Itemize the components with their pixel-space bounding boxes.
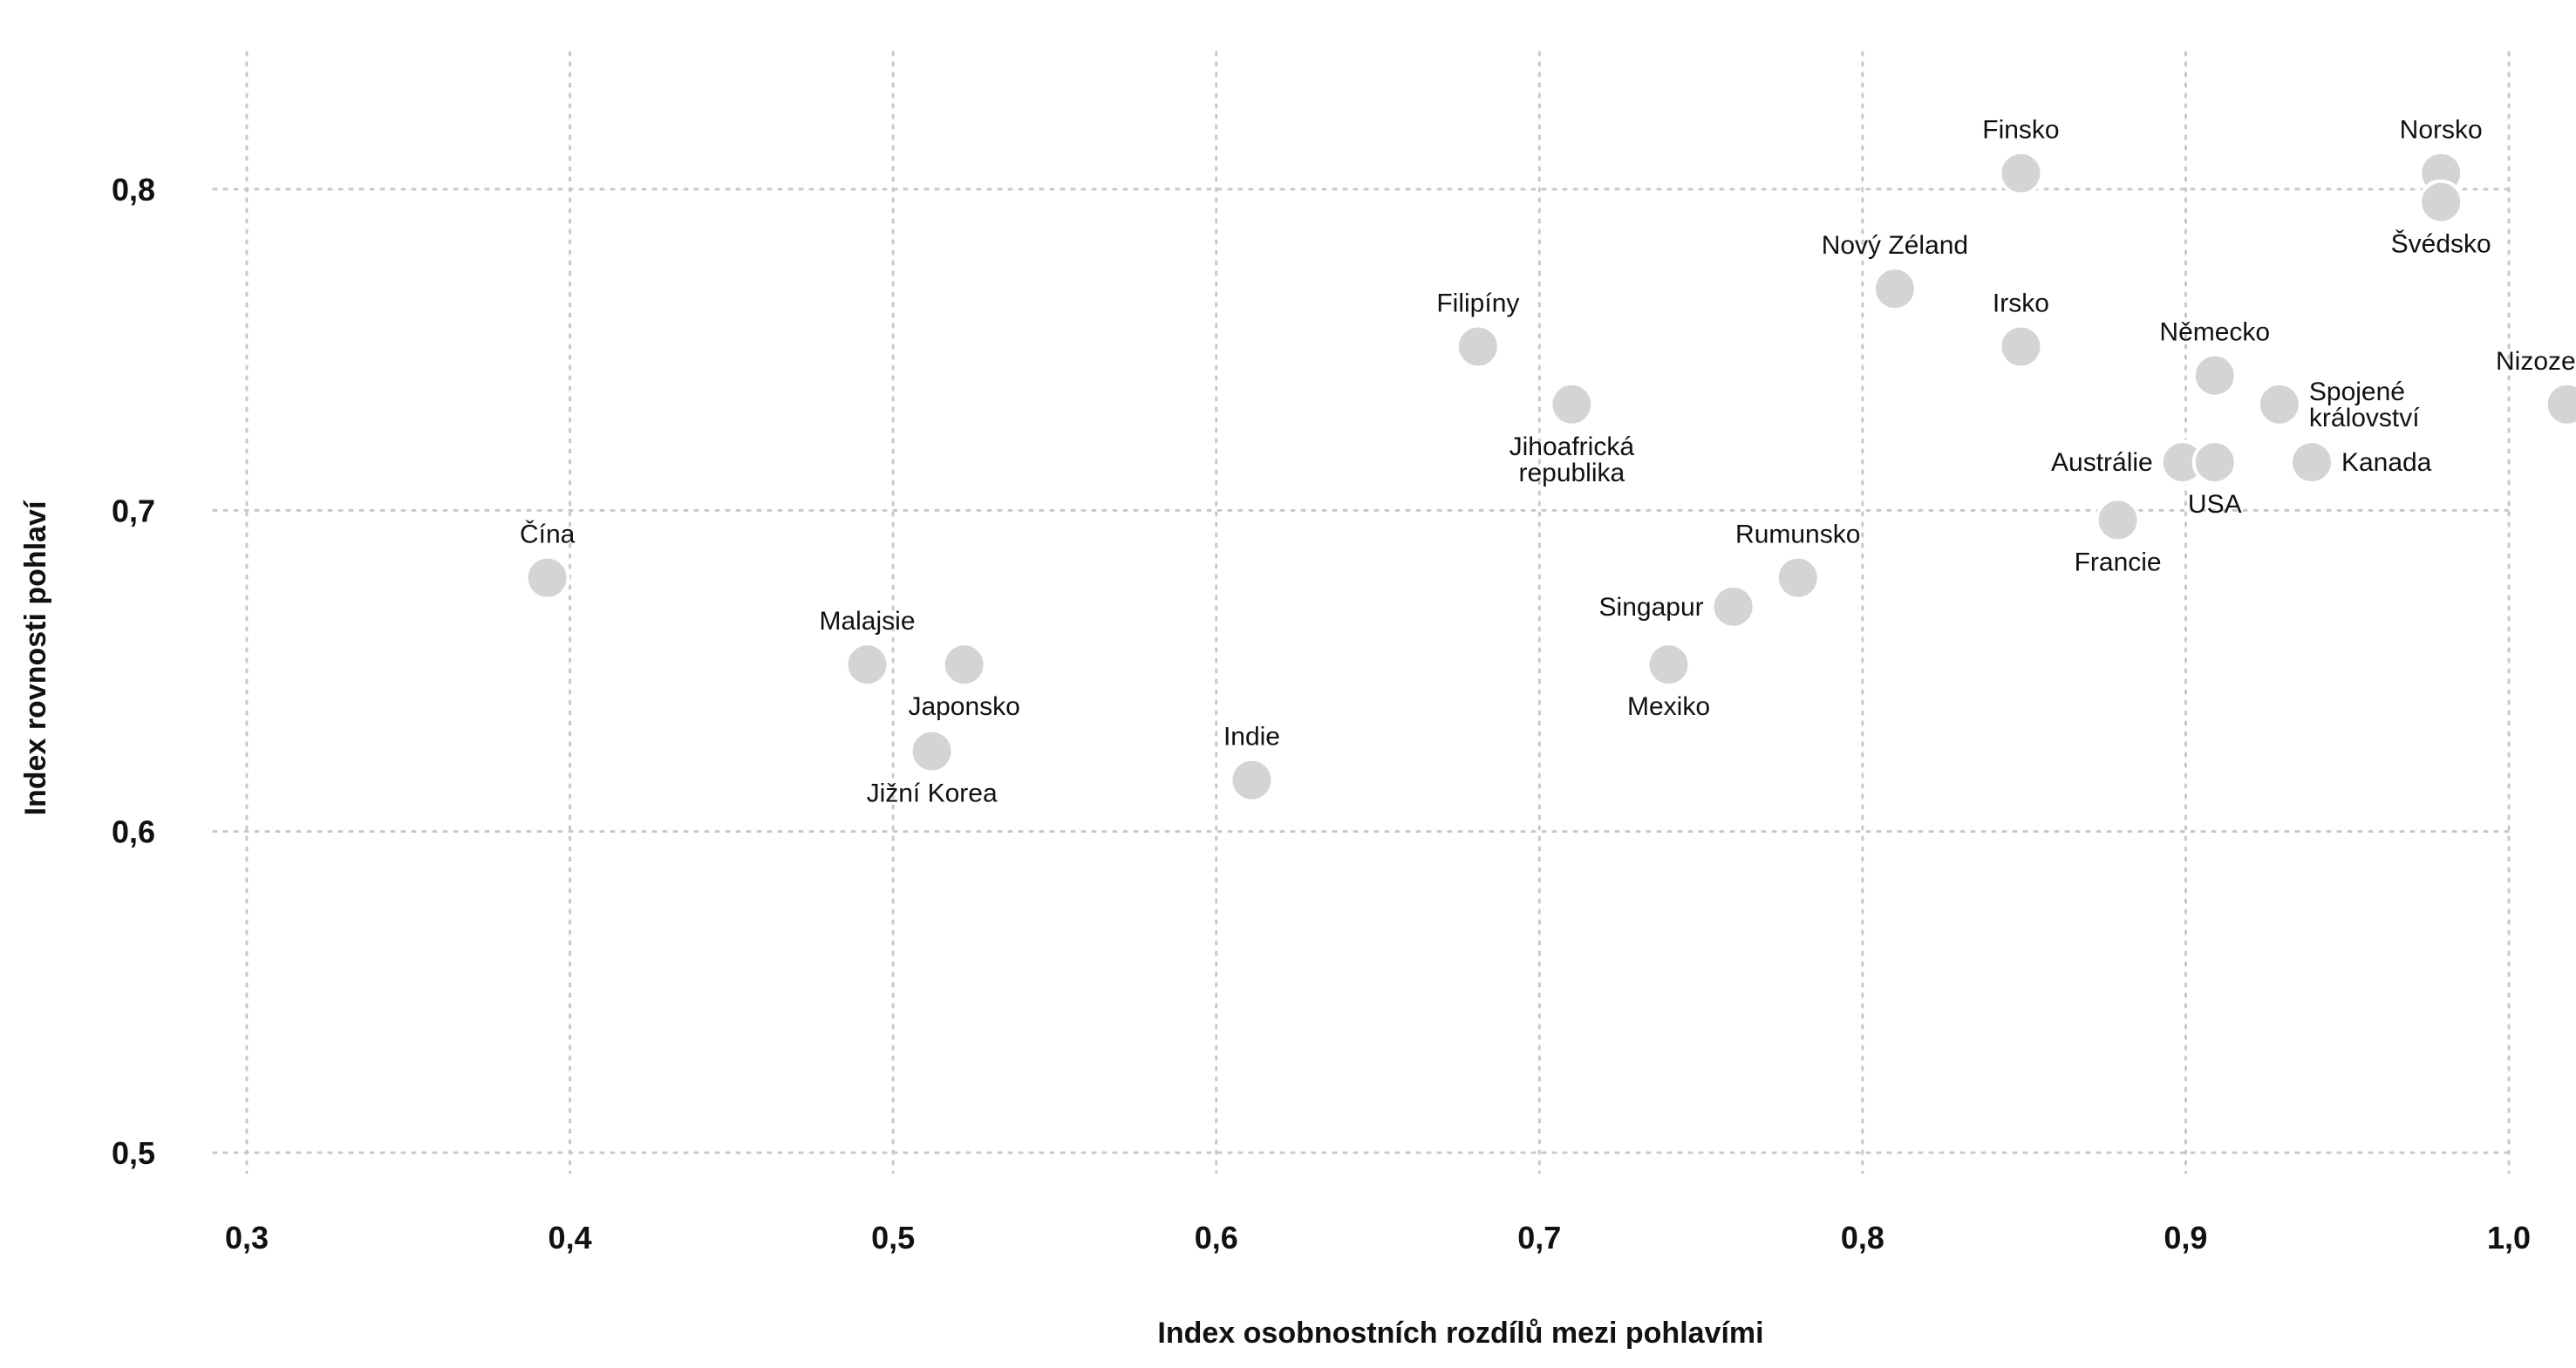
point-label: Nový Zéland: [1822, 231, 1968, 260]
point-label: Finsko: [1982, 116, 2059, 145]
point-label: Irsko: [1993, 289, 2049, 317]
x-tick-label: 0,5: [871, 1220, 915, 1256]
data-point: [909, 728, 955, 774]
data-point: [2191, 352, 2238, 398]
point-label: Filipíny: [1436, 289, 1519, 317]
x-tick-label: 1,0: [2487, 1220, 2531, 1256]
point-label: republika: [1518, 459, 1625, 487]
data-points: [524, 150, 2576, 803]
point-label: Spojené: [2309, 378, 2405, 406]
y-tick-label: 0,7: [112, 493, 155, 528]
y-axis-title: Index rovnosti pohlaví: [19, 500, 52, 815]
y-tick-label: 0,5: [112, 1135, 155, 1171]
point-label: Nizozemsko: [2496, 347, 2576, 376]
data-point: [1998, 323, 2044, 370]
point-label: USA: [2188, 490, 2242, 519]
x-tick-label: 0,4: [549, 1220, 592, 1256]
point-label: Singapur: [1599, 593, 1704, 622]
x-axis-title: Index osobnostních rozdílů mezi pohlavím…: [1157, 1317, 1763, 1350]
data-point: [2544, 381, 2576, 427]
point-label: Rumunsko: [1735, 521, 1860, 549]
point-label: Norsko: [2400, 116, 2483, 145]
x-tick-label: 0,3: [225, 1220, 269, 1256]
data-point: [1646, 642, 1692, 688]
x-tick-label: 0,6: [1195, 1220, 1238, 1256]
point-label: Jižní Korea: [867, 779, 998, 808]
data-point: [1549, 381, 1595, 427]
data-point: [1871, 266, 1918, 312]
point-label: Mexiko: [1627, 692, 1710, 721]
x-tick-label: 0,9: [2164, 1220, 2207, 1256]
point-label: Indie: [1223, 723, 1280, 752]
y-tick-label: 0,8: [112, 172, 155, 208]
vertical-gridlines: [245, 51, 2511, 1174]
data-point: [1229, 757, 1275, 803]
point-label: Austrálie: [2051, 448, 2153, 477]
x-axis-tick-labels: 0,3 0,4 0,5 0,6 0,7 0,8 0,9 1,0: [225, 1220, 2531, 1256]
point-labels: Čína Malajsie Japonsko Jižní Korea Indie Fili…: [520, 116, 2576, 808]
data-point: [941, 642, 987, 688]
point-label: Japonsko: [908, 692, 1019, 721]
y-tick-label: 0,6: [112, 814, 155, 850]
data-point: [1455, 323, 1501, 370]
data-point: [1998, 150, 2044, 196]
data-point: [2288, 439, 2334, 486]
point-label: Jihoafrická: [1509, 432, 1635, 461]
point-label: Francie: [2075, 548, 2162, 576]
point-label: Čína: [520, 520, 576, 549]
data-point: [2191, 439, 2238, 486]
point-label: Německo: [2159, 318, 2270, 347]
point-label: království: [2309, 404, 2420, 432]
y-axis-tick-labels: 0,5 0,6 0,7 0,8: [112, 172, 155, 1171]
data-point: [1775, 555, 1821, 601]
point-label: Malajsie: [819, 607, 915, 636]
data-point: [2256, 381, 2302, 427]
data-point: [844, 642, 890, 688]
x-tick-label: 0,7: [1517, 1220, 1561, 1256]
point-label: Kanada: [2341, 448, 2432, 477]
x-tick-label: 0,8: [1841, 1220, 1884, 1256]
data-point: [2095, 497, 2141, 543]
data-point: [524, 555, 570, 601]
data-point: [1710, 583, 1756, 630]
point-label: Švédsko: [2391, 229, 2491, 259]
data-point: [2418, 179, 2464, 225]
